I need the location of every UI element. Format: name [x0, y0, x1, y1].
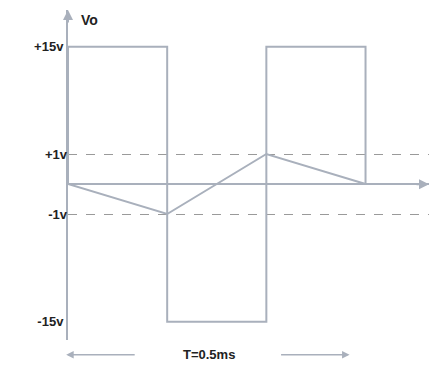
svg-text:+15v: +15v	[34, 39, 64, 54]
svg-text:Vo: Vo	[81, 12, 98, 28]
svg-text:-1v: -1v	[48, 207, 68, 222]
svg-text:T=0.5ms: T=0.5ms	[183, 347, 235, 362]
svg-text:+1v: +1v	[45, 147, 68, 162]
svg-text:-15v: -15v	[37, 314, 64, 329]
